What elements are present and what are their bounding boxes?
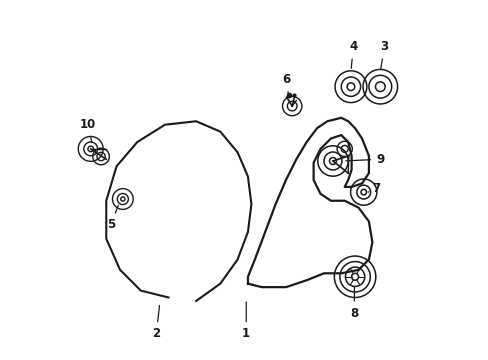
Text: 10: 10 xyxy=(80,118,96,143)
Text: 4: 4 xyxy=(348,40,357,68)
Text: 5: 5 xyxy=(106,205,118,231)
Text: 7: 7 xyxy=(367,182,379,195)
Text: 1: 1 xyxy=(242,302,250,340)
Text: 8: 8 xyxy=(349,287,358,320)
Text: 2: 2 xyxy=(152,305,160,340)
Text: 6: 6 xyxy=(281,73,289,98)
Text: 9: 9 xyxy=(345,153,384,166)
Text: 3: 3 xyxy=(380,40,388,68)
